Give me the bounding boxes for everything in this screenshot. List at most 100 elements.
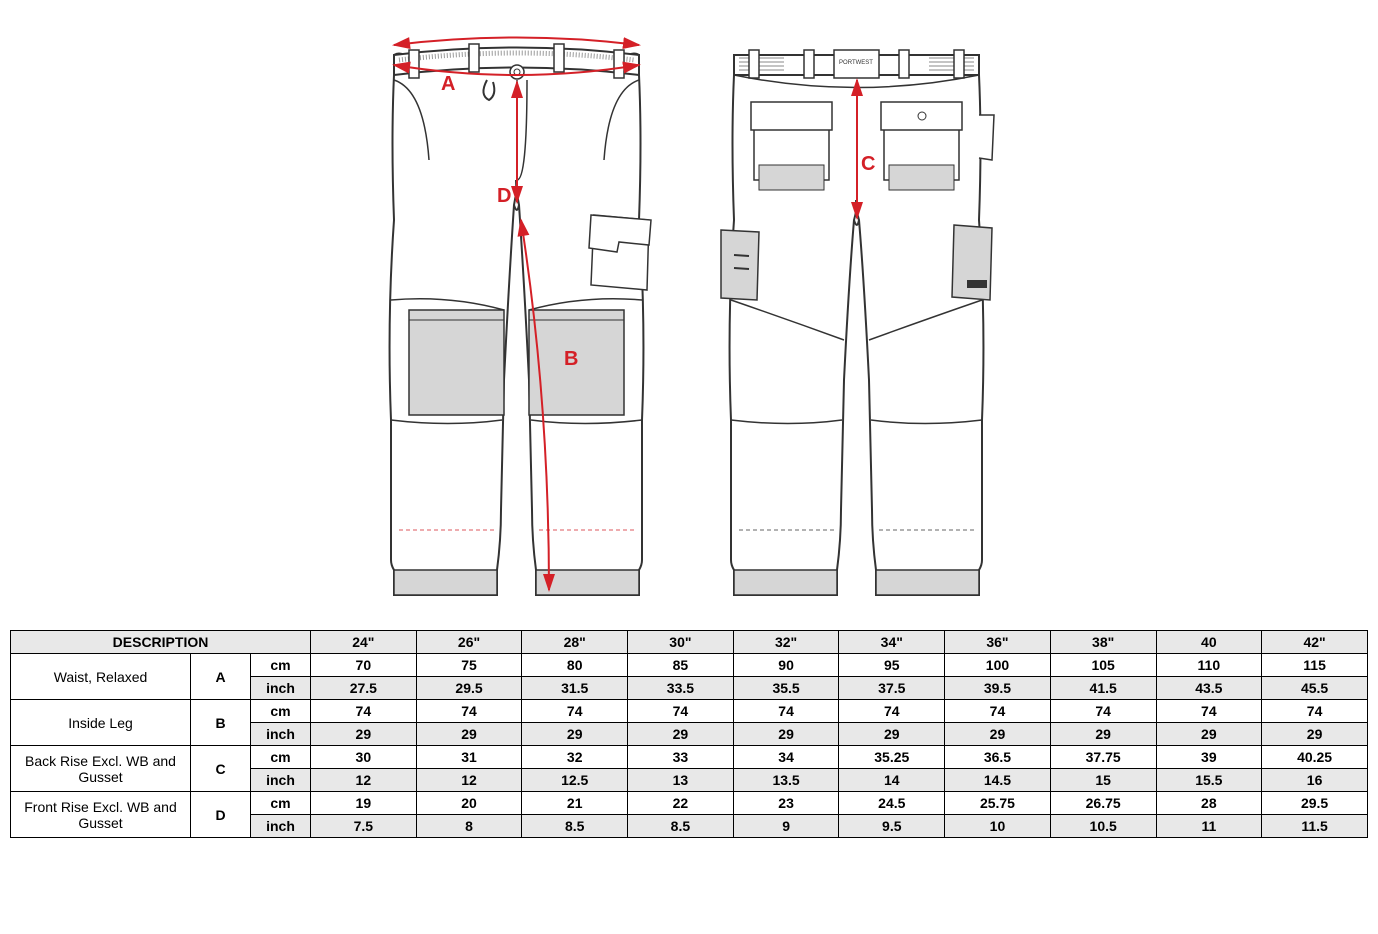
- cell-value: 74: [1156, 700, 1262, 723]
- cell-value: 40.25: [1262, 746, 1368, 769]
- cell-value: 75: [416, 654, 522, 677]
- cell-value: 15: [1050, 769, 1156, 792]
- cell-value: 23: [733, 792, 839, 815]
- unit-inch: inch: [251, 677, 311, 700]
- cell-value: 7.5: [311, 815, 417, 838]
- cell-value: 29.5: [416, 677, 522, 700]
- size-header: 38": [1050, 631, 1156, 654]
- size-header: 28": [522, 631, 628, 654]
- cell-value: 74: [839, 700, 945, 723]
- cell-value: 37.75: [1050, 746, 1156, 769]
- cell-value: 29: [628, 723, 734, 746]
- cell-value: 31.5: [522, 677, 628, 700]
- cell-value: 10: [945, 815, 1051, 838]
- cell-value: 28: [1156, 792, 1262, 815]
- front-view: A D B: [390, 38, 651, 596]
- cell-value: 74: [1050, 700, 1156, 723]
- size-header: 40: [1156, 631, 1262, 654]
- cell-value: 29: [945, 723, 1051, 746]
- cell-value: 25.75: [945, 792, 1051, 815]
- size-header: 24": [311, 631, 417, 654]
- cell-value: 13.5: [733, 769, 839, 792]
- cell-value: 21: [522, 792, 628, 815]
- cell-value: 31: [416, 746, 522, 769]
- cell-value: 35.25: [839, 746, 945, 769]
- cell-value: 29: [839, 723, 945, 746]
- cell-value: 33: [628, 746, 734, 769]
- cell-value: 43.5: [1156, 677, 1262, 700]
- cell-value: 34: [733, 746, 839, 769]
- cell-value: 12: [311, 769, 417, 792]
- row-letter: D: [191, 792, 251, 838]
- back-view: PORTWEST: [721, 50, 994, 595]
- cell-value: 24.5: [839, 792, 945, 815]
- cell-value: 27.5: [311, 677, 417, 700]
- brand-label: PORTWEST: [839, 60, 873, 66]
- cell-value: 11: [1156, 815, 1262, 838]
- row-description: Front Rise Excl. WB and Gusset: [11, 792, 191, 838]
- size-header: 36": [945, 631, 1051, 654]
- cell-value: 29: [1262, 723, 1368, 746]
- cell-value: 29.5: [1262, 792, 1368, 815]
- cell-value: 26.75: [1050, 792, 1156, 815]
- cell-value: 105: [1050, 654, 1156, 677]
- row-description: Waist, Relaxed: [11, 654, 191, 700]
- cell-value: 90: [733, 654, 839, 677]
- header-description: DESCRIPTION: [11, 631, 311, 654]
- trouser-diagram: A D B: [10, 10, 1368, 630]
- cell-value: 13: [628, 769, 734, 792]
- cell-value: 9: [733, 815, 839, 838]
- cell-value: 29: [1050, 723, 1156, 746]
- unit-cm: cm: [251, 792, 311, 815]
- cell-value: 95: [839, 654, 945, 677]
- row-letter: A: [191, 654, 251, 700]
- row-letter: B: [191, 700, 251, 746]
- cell-value: 85: [628, 654, 734, 677]
- cell-value: 35.5: [733, 677, 839, 700]
- size-table: DESCRIPTION 24" 26" 28" 30" 32" 34" 36" …: [10, 630, 1368, 838]
- cell-value: 80: [522, 654, 628, 677]
- cell-value: 29: [416, 723, 522, 746]
- cell-value: 29: [733, 723, 839, 746]
- cell-value: 8: [416, 815, 522, 838]
- unit-inch: inch: [251, 723, 311, 746]
- cell-value: 74: [628, 700, 734, 723]
- cell-value: 20: [416, 792, 522, 815]
- cell-value: 74: [945, 700, 1051, 723]
- unit-cm: cm: [251, 746, 311, 769]
- table-header-row: DESCRIPTION 24" 26" 28" 30" 32" 34" 36" …: [11, 631, 1368, 654]
- marker-d: D: [497, 185, 511, 207]
- cell-value: 8.5: [522, 815, 628, 838]
- cell-value: 12.5: [522, 769, 628, 792]
- unit-inch: inch: [251, 769, 311, 792]
- size-header: 32": [733, 631, 839, 654]
- unit-cm: cm: [251, 654, 311, 677]
- cell-value: 33.5: [628, 677, 734, 700]
- unit-inch: inch: [251, 815, 311, 838]
- size-header: 42": [1262, 631, 1368, 654]
- row-description: Back Rise Excl. WB and Gusset: [11, 746, 191, 792]
- cell-value: 74: [416, 700, 522, 723]
- cell-value: 29: [311, 723, 417, 746]
- cell-value: 12: [416, 769, 522, 792]
- cell-value: 41.5: [1050, 677, 1156, 700]
- cell-value: 29: [1156, 723, 1262, 746]
- cell-value: 45.5: [1262, 677, 1368, 700]
- cell-value: 70: [311, 654, 417, 677]
- cell-value: 74: [1262, 700, 1368, 723]
- cell-value: 115: [1262, 654, 1368, 677]
- unit-cm: cm: [251, 700, 311, 723]
- cell-value: 10.5: [1050, 815, 1156, 838]
- cell-value: 39: [1156, 746, 1262, 769]
- cell-value: 14.5: [945, 769, 1051, 792]
- size-header: 30": [628, 631, 734, 654]
- cell-value: 37.5: [839, 677, 945, 700]
- size-header: 26": [416, 631, 522, 654]
- cell-value: 74: [311, 700, 417, 723]
- cell-value: 74: [733, 700, 839, 723]
- row-description: Inside Leg: [11, 700, 191, 746]
- cell-value: 16: [1262, 769, 1368, 792]
- cell-value: 9.5: [839, 815, 945, 838]
- cell-value: 11.5: [1262, 815, 1368, 838]
- marker-b: B: [564, 348, 578, 370]
